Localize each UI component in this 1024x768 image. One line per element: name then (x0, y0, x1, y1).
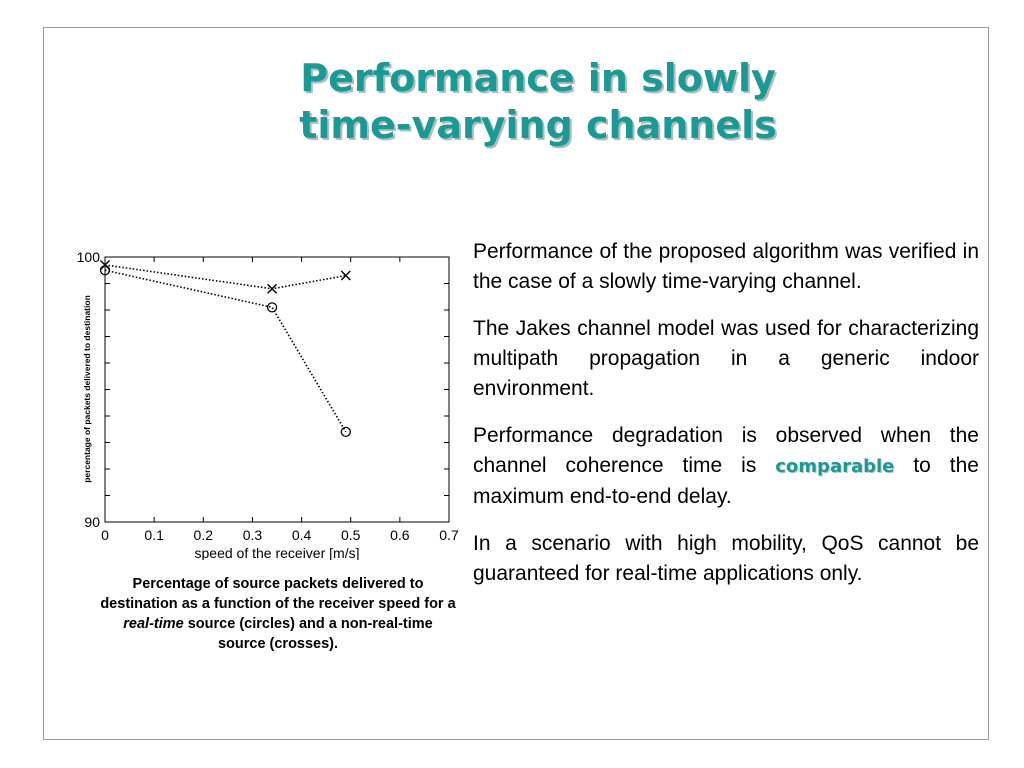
x-tick-label: 0.1 (144, 527, 164, 543)
x-tick-label: 0.4 (292, 527, 312, 543)
body-text: Performance of the proposed algorithm wa… (473, 237, 979, 606)
plot-area (104, 256, 450, 523)
cross-series-line (104, 264, 346, 290)
slide-frame (43, 27, 989, 740)
y-axis-label: percentage of packets delivered to desti… (82, 295, 92, 483)
caption-emphasis: real-time (123, 616, 184, 632)
chart-caption: Percentage of source packets delivered t… (98, 574, 458, 654)
cross-point (100, 259, 110, 270)
title-line-1: Performance in slowly (300, 56, 776, 100)
slide-title: Performance in slowly time-varying chann… (200, 55, 876, 149)
y-axis-ticks: 90 100 (77, 249, 449, 530)
highlight-word: comparable (775, 456, 895, 477)
paragraph-2: The Jakes channel model was used for cha… (473, 317, 979, 400)
circle-point (266, 302, 278, 313)
x-axis-ticks: 0 0.1 0.2 0.3 0.4 0.5 0.6 0.7 (101, 257, 459, 543)
caption-text-2: source (circles) and a non-real-time sou… (183, 616, 433, 652)
performance-chart: 0 0.1 0.2 0.3 0.4 0.5 0.6 0.7 90 100 speed of th… (77, 249, 459, 560)
paragraph-3: Performance degradation is observed when… (473, 421, 979, 512)
x-tick-label: 0.2 (194, 527, 214, 543)
y-tick-label: 100 (77, 249, 101, 265)
cross-point (340, 270, 351, 281)
paragraph-4: In a scenario with high mobility, QoS ca… (473, 532, 979, 585)
paragraph-3-text-b: to the maximum end-to-end delay. (473, 454, 979, 508)
x-tick-label: 0.7 (439, 527, 459, 543)
caption-text-1: Percentage of source packets delivered t… (100, 576, 456, 612)
paragraph-1: Performance of the proposed algorithm wa… (473, 240, 979, 293)
title-line-2: time-varying channels (299, 103, 777, 147)
x-tick-label: 0.3 (243, 527, 263, 543)
cross-point (267, 283, 278, 294)
x-tick-label: 0.5 (341, 527, 361, 543)
x-axis-label: speed of the receiver [m/s] (195, 545, 360, 560)
x-tick-label: 0.6 (390, 527, 410, 543)
x-tick-label: 0 (101, 527, 109, 543)
circle-point (340, 426, 351, 438)
y-tick-label: 90 (84, 514, 100, 530)
series-layer (99, 259, 351, 438)
circle-series-line (104, 269, 347, 433)
paragraph-3-text-a: Performance degradation is observed when… (473, 424, 979, 477)
